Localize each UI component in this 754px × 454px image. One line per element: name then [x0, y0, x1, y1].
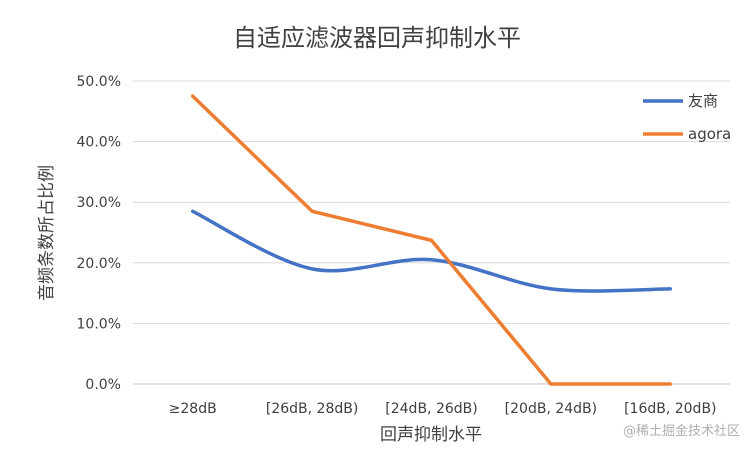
y-tick-label: 0.0%: [85, 377, 121, 393]
series-line-0: [190, 209, 673, 293]
y-tick-label: 40.0%: [77, 135, 121, 151]
x-tick-label: [16dB, 20dB): [624, 401, 716, 417]
y-tick-labels: 0.0% 10.0% 20.0% 30.0% 40.0% 50.0%: [77, 74, 121, 393]
x-axis-title: 回声抑制水平: [380, 425, 482, 445]
x-tick-label: ≥28dB: [169, 401, 217, 417]
y-axis-title: 音频条数所占比例: [37, 165, 57, 301]
x-tick-labels: ≥28dB [26dB, 28dB) [24dB, 26dB) [20dB, 24dB…: [169, 401, 717, 417]
legend-label: 友商: [688, 92, 718, 110]
watermark: @稀土掘金技术社区: [623, 423, 740, 439]
x-tick-label: [20dB, 24dB): [505, 401, 597, 417]
y-tick-label: 50.0%: [77, 74, 121, 90]
y-tick-label: 10.0%: [77, 316, 121, 332]
legend-label: agora: [688, 125, 731, 143]
series-lines: [190, 94, 673, 386]
x-tick-label: [26dB, 28dB): [266, 401, 358, 417]
chart-title: 自适应滤波器回声抑制水平: [233, 24, 521, 52]
x-tick-label: [24dB, 26dB): [385, 401, 477, 417]
legend: 友商 agora: [643, 92, 731, 143]
series-line-1: [190, 94, 673, 386]
y-tick-label: 30.0%: [77, 195, 121, 211]
y-tick-label: 20.0%: [77, 256, 121, 272]
